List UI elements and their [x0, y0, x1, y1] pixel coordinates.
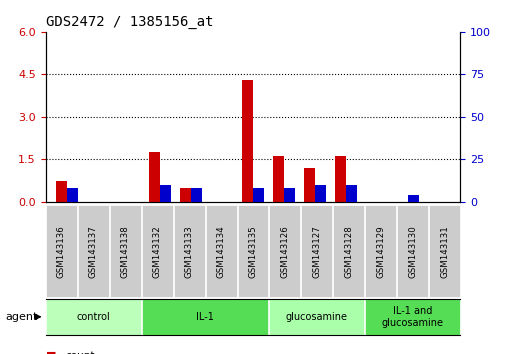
Bar: [304, 168, 314, 202]
Text: GSM143129: GSM143129: [375, 225, 384, 278]
Bar: [56, 181, 67, 202]
Text: ■: ■: [45, 351, 56, 354]
Text: GSM143132: GSM143132: [153, 225, 162, 278]
Text: GSM143135: GSM143135: [248, 225, 257, 278]
Text: GSM143131: GSM143131: [439, 225, 448, 278]
Bar: [283, 188, 294, 202]
Text: GSM143130: GSM143130: [407, 225, 416, 278]
Text: GSM143133: GSM143133: [184, 225, 193, 278]
Text: IL-1: IL-1: [196, 312, 214, 322]
Text: agent: agent: [5, 312, 37, 322]
Text: GSM143136: GSM143136: [57, 225, 66, 278]
Text: control: control: [76, 312, 110, 322]
Bar: [345, 185, 356, 202]
Text: GSM143138: GSM143138: [121, 225, 130, 278]
Text: glucosamine: glucosamine: [285, 312, 347, 322]
Text: GSM143137: GSM143137: [89, 225, 98, 278]
Text: GSM143127: GSM143127: [312, 225, 321, 278]
Bar: [334, 156, 345, 202]
Bar: [273, 156, 283, 202]
Bar: [407, 195, 418, 202]
Bar: [242, 80, 252, 202]
Bar: [180, 188, 191, 202]
Text: IL-1 and
glucosamine: IL-1 and glucosamine: [381, 306, 443, 328]
Text: GSM143126: GSM143126: [280, 225, 289, 278]
Text: count: count: [66, 351, 95, 354]
Text: GDS2472 / 1385156_at: GDS2472 / 1385156_at: [45, 16, 213, 29]
Bar: [314, 185, 325, 202]
Bar: [67, 188, 78, 202]
Text: GSM143128: GSM143128: [343, 225, 352, 278]
Text: GSM143134: GSM143134: [216, 225, 225, 278]
Bar: [160, 185, 171, 202]
Bar: [149, 152, 160, 202]
Bar: [191, 188, 201, 202]
Bar: [252, 188, 263, 202]
